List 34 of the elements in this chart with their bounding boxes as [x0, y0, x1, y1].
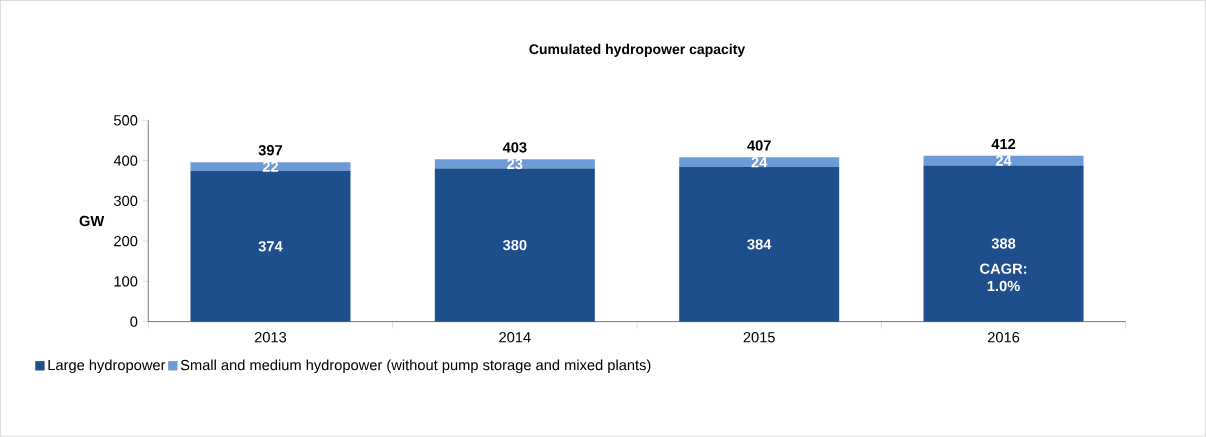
total-label: 407 [747, 140, 771, 151]
y-tick-label: 400 [113, 155, 138, 166]
total-label: 397 [258, 145, 283, 156]
total-label: 403 [502, 142, 527, 153]
y-tick-label: 500 [114, 115, 138, 126]
bar [190, 162, 351, 172]
annotation: CAGR: 1.0% [980, 263, 1027, 292]
chart-title: Cumulated hydropower capacity [529, 44, 746, 58]
data-label: 374 [258, 241, 283, 252]
data-label: 384 [747, 239, 772, 250]
bar [190, 171, 351, 322]
x-tick-label: 2013 [254, 332, 287, 343]
data-label: 24 [995, 155, 1012, 166]
legend-label: Large hydropower [48, 359, 166, 374]
y-axis-title: GW [79, 215, 105, 227]
bar [434, 159, 595, 169]
data-label: 380 [502, 240, 527, 251]
total-label: 412 [991, 138, 1016, 150]
data-label: 388 [991, 238, 1016, 249]
bar [679, 167, 840, 322]
legend-label: Small and medium hydropower (without pump storage and mixed plants) [180, 359, 651, 374]
bar [679, 157, 840, 168]
x-tick-label: 2015 [743, 332, 775, 343]
data-label: 22 [262, 161, 279, 172]
y-tick-label: 200 [114, 236, 138, 247]
y-tick-label: 0 [130, 316, 138, 328]
data-label: 24 [751, 157, 768, 168]
bar [434, 168, 595, 322]
bar [923, 165, 1084, 322]
x-tick-label: 2014 [499, 332, 531, 343]
x-tick-label: 2016 [987, 332, 1020, 343]
y-tick-label: 300 [113, 195, 138, 207]
data-label: 23 [507, 158, 523, 170]
y-tick-label: 100 [114, 276, 138, 287]
